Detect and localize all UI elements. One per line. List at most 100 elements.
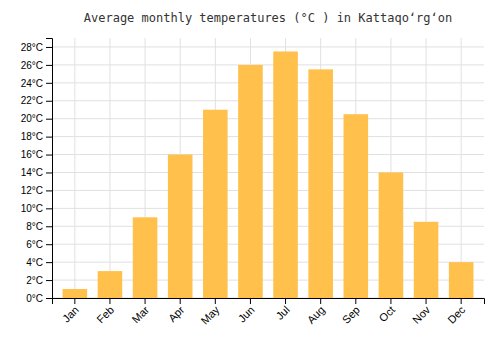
y-axis: 0°C 2°C 4°C 6°C 8°C 10°C 12°C 14°C 16°C 18°C 20°C 2… bbox=[21, 39, 53, 304]
y-tick-mark bbox=[46, 137, 52, 138]
x-tick: Mar bbox=[129, 298, 151, 325]
y-tick-mark bbox=[46, 65, 52, 66]
y-tick-label: 16°C bbox=[21, 149, 43, 160]
y-tick: 14°C bbox=[21, 167, 52, 178]
y-axis-line bbox=[46, 39, 53, 299]
y-tick-mark bbox=[46, 83, 52, 84]
x-tick-label: Jan bbox=[60, 304, 81, 325]
y-tick: 26°C bbox=[21, 60, 52, 71]
y-tick: 16°C bbox=[21, 149, 52, 160]
y-grid-line bbox=[52, 136, 484, 137]
y-tick: 24°C bbox=[21, 78, 52, 89]
y-tick: 0°C bbox=[26, 293, 52, 304]
x-tick: Apr bbox=[166, 298, 187, 324]
y-grid-line bbox=[52, 118, 484, 119]
x-tick: Feb bbox=[94, 298, 116, 325]
x-tick-label: Jul bbox=[273, 304, 291, 322]
bar bbox=[414, 222, 439, 298]
y-grid-line bbox=[52, 64, 484, 65]
y-tick-label: 24°C bbox=[21, 78, 43, 89]
bar bbox=[344, 114, 369, 298]
x-grid-line bbox=[109, 38, 110, 298]
x-tick-mark bbox=[109, 298, 110, 304]
x-grid-line bbox=[74, 38, 75, 298]
bar bbox=[308, 69, 333, 298]
y-tick-mark bbox=[46, 262, 52, 263]
x-tick-mark bbox=[250, 298, 251, 304]
y-grid-line bbox=[52, 172, 484, 173]
y-tick-mark bbox=[46, 172, 52, 173]
y-tick: 20°C bbox=[21, 113, 52, 124]
y-tick-label: 20°C bbox=[21, 113, 43, 124]
x-tick: Sep bbox=[340, 298, 362, 326]
bar bbox=[98, 271, 123, 298]
y-tick-label: 4°C bbox=[26, 257, 43, 268]
bar bbox=[238, 65, 263, 298]
y-tick-mark bbox=[46, 155, 52, 156]
x-tick-label: Mar bbox=[129, 303, 151, 325]
y-tick-label: 2°C bbox=[26, 275, 43, 286]
y-tick-mark bbox=[46, 101, 52, 102]
y-tick: 6°C bbox=[26, 239, 52, 250]
x-tick-label: Dec bbox=[445, 303, 468, 326]
y-tick: 12°C bbox=[21, 185, 52, 196]
bars bbox=[63, 51, 474, 298]
y-tick-mark bbox=[46, 298, 52, 299]
y-grid-line bbox=[52, 46, 484, 47]
x-tick: Nov bbox=[410, 298, 433, 326]
y-tick-label: 8°C bbox=[26, 221, 43, 232]
x-tick-mark bbox=[461, 298, 462, 304]
bar bbox=[379, 172, 404, 298]
y-grid-line bbox=[52, 82, 484, 83]
x-tick-mark bbox=[215, 298, 216, 304]
x-tick-label: Apr bbox=[166, 303, 187, 324]
grid bbox=[52, 38, 484, 298]
x-tick-mark bbox=[390, 298, 391, 304]
x-tick: Aug bbox=[305, 298, 327, 326]
x-tick: Jan bbox=[60, 298, 81, 325]
x-tick-label: Oct bbox=[377, 304, 398, 325]
y-tick-label: 18°C bbox=[21, 131, 43, 142]
chart-title: Average monthly temperatures (°C ) in Ka… bbox=[84, 11, 452, 25]
y-grid-line bbox=[52, 190, 484, 191]
bar bbox=[168, 155, 193, 298]
y-tick-mark bbox=[46, 226, 52, 227]
y-tick: 10°C bbox=[21, 203, 52, 214]
y-tick-mark bbox=[46, 208, 52, 209]
bar bbox=[133, 217, 158, 298]
x-tick-label: Aug bbox=[305, 304, 327, 326]
y-tick-label: 28°C bbox=[21, 42, 43, 53]
x-tick-mark bbox=[180, 298, 181, 304]
x-tick-mark bbox=[320, 298, 321, 304]
x-tick-mark bbox=[355, 298, 356, 304]
y-tick-mark bbox=[46, 280, 52, 281]
y-tick-label: 26°C bbox=[21, 60, 43, 71]
y-tick-mark bbox=[46, 190, 52, 191]
y-tick-mark bbox=[46, 119, 52, 120]
x-tick-mark bbox=[145, 298, 146, 304]
x-tick: Jul bbox=[273, 298, 291, 322]
x-tick: Jun bbox=[236, 298, 257, 325]
x-tick-mark bbox=[285, 298, 286, 304]
x-tick-mark bbox=[426, 298, 427, 304]
chart-svg: JanFebMarAprMayJunJulAugSepOctNovDec0°C2… bbox=[0, 0, 500, 350]
y-tick-label: 0°C bbox=[26, 293, 43, 304]
y-tick-label: 12°C bbox=[21, 185, 43, 196]
y-grid-line bbox=[52, 100, 484, 101]
bar bbox=[63, 289, 88, 298]
plot-area: JanFebMarAprMayJunJulAugSepOctNovDec0°C2… bbox=[21, 38, 485, 327]
y-tick-label: 22°C bbox=[21, 95, 43, 106]
x-tick-label: Nov bbox=[410, 303, 433, 326]
y-tick-mark bbox=[46, 244, 52, 245]
chart-container: JanFebMarAprMayJunJulAugSepOctNovDec0°C2… bbox=[0, 0, 500, 350]
bar bbox=[449, 262, 474, 298]
x-axis-line bbox=[53, 299, 485, 305]
y-tick: 8°C bbox=[26, 221, 52, 232]
x-tick-mark bbox=[74, 298, 75, 304]
y-tick: 4°C bbox=[26, 257, 52, 268]
y-tick: 22°C bbox=[21, 95, 52, 106]
y-tick-label: 14°C bbox=[21, 167, 43, 178]
y-tick: 28°C bbox=[21, 42, 52, 53]
y-tick: 18°C bbox=[21, 131, 52, 142]
y-tick-label: 10°C bbox=[21, 203, 43, 214]
